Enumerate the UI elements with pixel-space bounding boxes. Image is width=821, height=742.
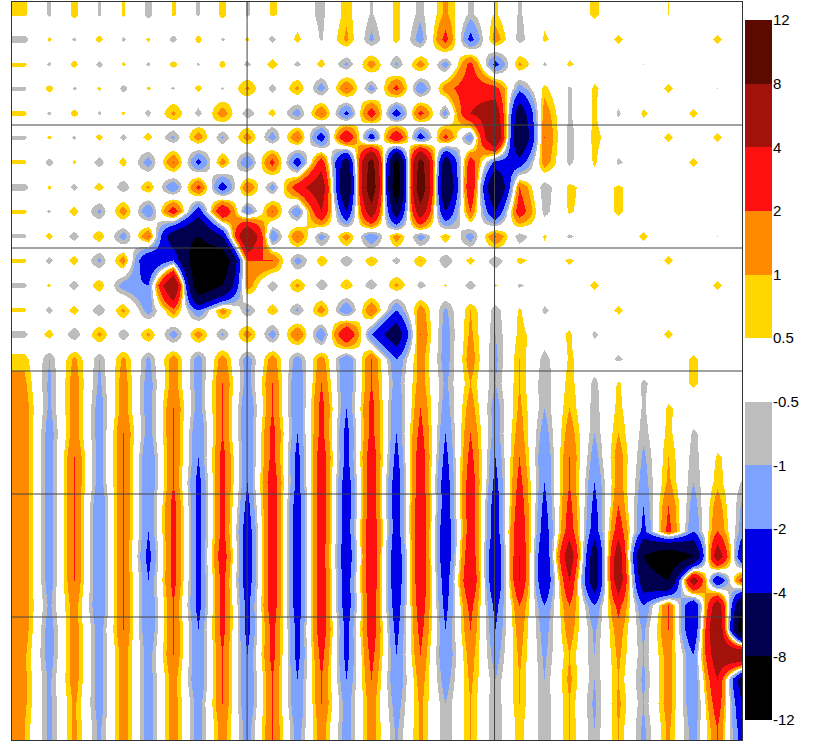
svg-text:2: 2	[773, 202, 781, 219]
svg-text:8: 8	[773, 75, 781, 92]
svg-text:-0.5: -0.5	[773, 393, 799, 410]
svg-text:1: 1	[773, 266, 781, 283]
svg-text:-4: -4	[773, 584, 786, 601]
svg-text:-12: -12	[773, 711, 795, 728]
svg-text:-8: -8	[773, 648, 786, 665]
svg-text:12: 12	[773, 11, 790, 28]
svg-text:0.5: 0.5	[773, 329, 794, 346]
svg-text:-1: -1	[773, 457, 786, 474]
svg-text:-2: -2	[773, 520, 786, 537]
svg-text:4: 4	[773, 139, 781, 156]
